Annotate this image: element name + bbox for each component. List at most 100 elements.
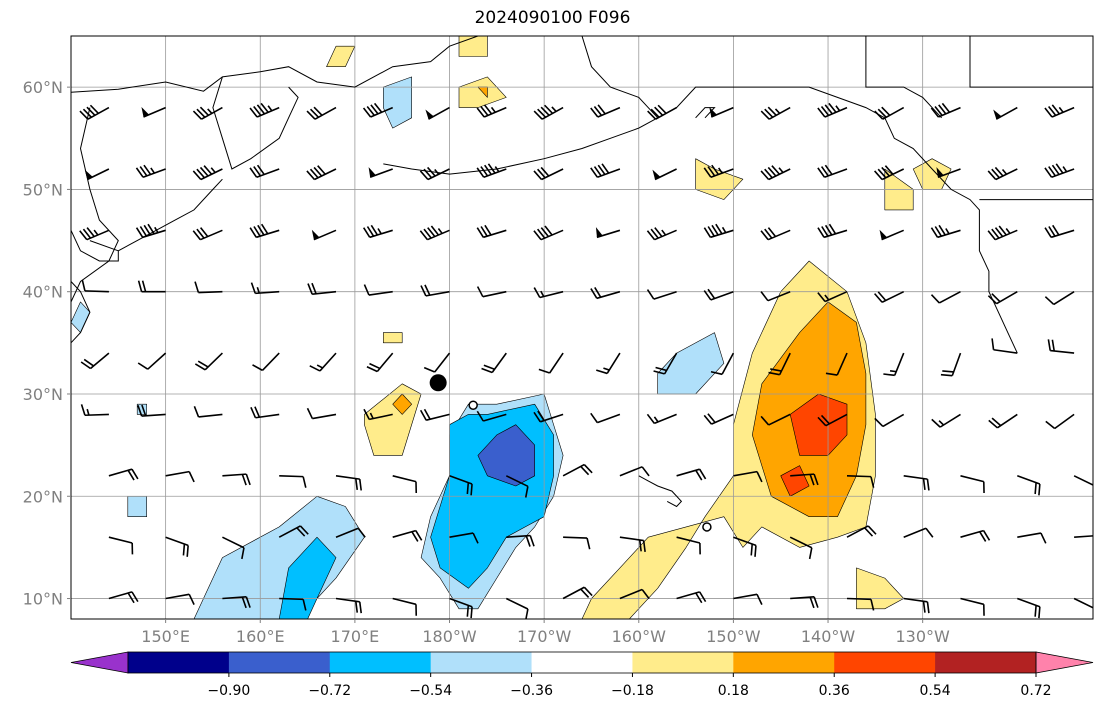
- wind-barb: [249, 223, 280, 239]
- wind-barb: [250, 406, 280, 419]
- wind-barb: [137, 404, 166, 417]
- wind-barb: [423, 352, 451, 373]
- colorbar-segment: [531, 652, 633, 673]
- wind-barb: [760, 165, 791, 181]
- lon-tick-label: 130°W: [895, 627, 950, 646]
- colorbar-tick-label: 0.18: [718, 683, 749, 699]
- wind-barb: [363, 408, 393, 421]
- colorbar-tick-label: −0.54: [409, 683, 452, 699]
- wind-barb: [1045, 413, 1075, 430]
- wind-barb: [596, 352, 621, 375]
- wind-barb: [676, 468, 707, 481]
- wind-barb: [874, 106, 905, 120]
- wind-barb: [419, 408, 450, 421]
- wind-barb: [760, 290, 791, 302]
- wind-barb: [874, 413, 905, 428]
- lat-tick-label: 30°N: [23, 385, 63, 404]
- wind-barb: [392, 475, 418, 494]
- colorbar-tick-label: 0.72: [1020, 683, 1051, 699]
- wind-barb: [562, 463, 593, 477]
- wind-barb: [392, 529, 423, 542]
- lon-tick-label: 140°W: [801, 627, 856, 646]
- colorbar-extend-max: [1035, 651, 1094, 674]
- colorbar-segment: [430, 652, 533, 673]
- wind-barb: [817, 164, 848, 178]
- map-frame: [70, 35, 1094, 620]
- lon-tick-label: 150°E: [141, 627, 190, 646]
- wind-barb: [481, 352, 507, 374]
- wind-barb: [192, 227, 223, 241]
- wind-barb: [506, 534, 535, 547]
- coastline-canada-border: [969, 36, 1093, 88]
- wind-barb: [883, 352, 905, 377]
- wind-barb: [449, 597, 473, 619]
- wind-barb: [825, 352, 848, 376]
- lon-tick-label: 160°W: [612, 627, 667, 646]
- wind-barb: [846, 597, 875, 611]
- wind-barb: [709, 106, 734, 118]
- wind-barb: [533, 287, 564, 299]
- wind-barb: [846, 525, 877, 538]
- gridlines: [71, 36, 1093, 619]
- wind-barb: [476, 224, 507, 239]
- wind-barb: [930, 102, 961, 118]
- lat-tick-label: 10°N: [23, 590, 63, 609]
- colorbar-segment: [733, 652, 835, 673]
- anomaly-contour: [326, 45, 356, 67]
- wind-barb: [335, 527, 366, 538]
- wind-barb: [960, 475, 985, 494]
- wind-barb: [733, 593, 763, 605]
- wind-barb: [619, 536, 646, 552]
- wind-barb: [420, 284, 450, 297]
- map-features: [429, 374, 712, 532]
- colorbar-segment: [128, 652, 230, 673]
- wind-barb: [476, 104, 507, 118]
- coastline-kamchatka: [212, 76, 299, 170]
- wind-barb: [1044, 104, 1075, 118]
- wind-barb: [879, 229, 905, 241]
- coastline-hokkaido: [71, 230, 119, 262]
- colorbar-tick-label: 0.36: [819, 683, 850, 699]
- wind-barb: [1073, 597, 1093, 619]
- wind-barb: [590, 412, 621, 424]
- wind-barb: [368, 167, 393, 178]
- wind-barb: [194, 352, 223, 371]
- anomaly-contour: [458, 36, 488, 57]
- coastline-siberia: [71, 36, 479, 93]
- wind-barb: [363, 284, 393, 296]
- wind-barb: [647, 104, 677, 120]
- colorbar-tick-label: −0.36: [510, 683, 553, 699]
- wind-barb: [846, 475, 875, 488]
- wind-barb: [768, 352, 791, 376]
- lon-tick-label: 170°E: [331, 627, 380, 646]
- wind-barb: [505, 475, 529, 498]
- colorbar-extend-min: [70, 651, 129, 674]
- wind-barb: [1047, 339, 1075, 354]
- map-background: [71, 36, 1093, 619]
- wind-barb: [307, 282, 337, 296]
- wind-barb: [1073, 475, 1093, 498]
- lon-tick-label: 160°E: [236, 627, 285, 646]
- map-title: 2024090100 F096: [474, 8, 631, 28]
- wind-barb: [279, 475, 307, 488]
- wind-barb: [425, 106, 450, 120]
- wind-barb: [306, 106, 337, 120]
- colorbar-tick-label: −0.90: [207, 683, 250, 699]
- wind-barb: [306, 165, 337, 181]
- wind-barb: [646, 289, 677, 300]
- wind-barb: [595, 227, 621, 239]
- wind-barb: [165, 536, 189, 557]
- wind-barb: [392, 597, 418, 616]
- wind-barb: [252, 352, 280, 372]
- colorbar-tick-label: 0.54: [920, 683, 951, 699]
- coastline-alaska-border: [865, 36, 942, 119]
- wind-barb: [137, 352, 167, 370]
- wind-barb: [676, 536, 701, 555]
- wind-barb: [1017, 475, 1041, 496]
- wind-barb: [703, 164, 734, 178]
- wind-barb: [249, 164, 280, 178]
- wind-barb: [108, 536, 134, 555]
- wind-barb: [1017, 597, 1041, 619]
- wind-barb: [931, 413, 961, 428]
- wind-barb: [930, 224, 961, 239]
